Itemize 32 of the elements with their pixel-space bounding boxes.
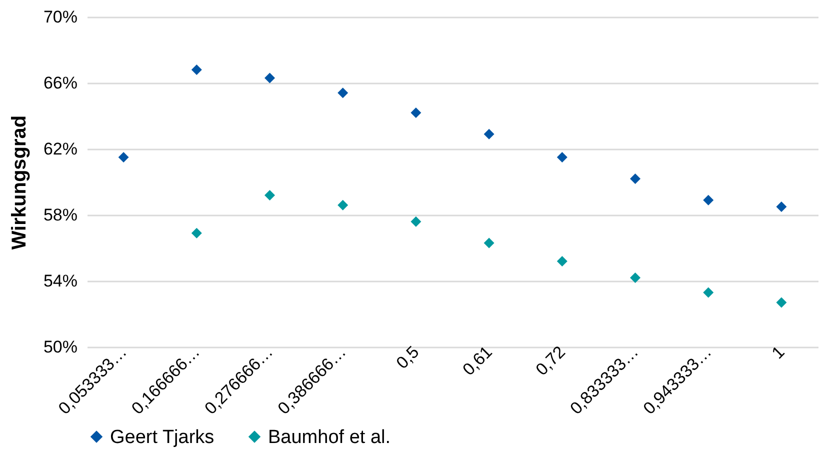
point xyxy=(264,72,275,84)
x-tick-label: 0,72 xyxy=(532,342,570,380)
point xyxy=(410,107,422,118)
y-tick-label: 54% xyxy=(43,272,78,290)
x-tick-label: 0,61 xyxy=(459,342,496,380)
point xyxy=(191,228,202,238)
point xyxy=(191,64,202,76)
point xyxy=(484,128,494,140)
point xyxy=(630,272,640,283)
y-tick-label: 66% xyxy=(43,74,78,92)
point xyxy=(776,297,787,308)
y-tick-label: 58% xyxy=(43,206,78,224)
point xyxy=(410,216,422,227)
legend-label: Geert Tjarks xyxy=(110,426,214,448)
point xyxy=(703,194,714,206)
point xyxy=(484,238,494,248)
point xyxy=(556,256,568,266)
point xyxy=(776,202,787,212)
point xyxy=(338,200,348,210)
point xyxy=(703,287,714,298)
y-tick-label: 70% xyxy=(43,8,78,26)
x-tick-label: 0,5 xyxy=(392,342,423,373)
point xyxy=(264,190,275,200)
point xyxy=(118,152,129,162)
x-tick-label: 1 xyxy=(768,342,788,363)
y-tick-label: 50% xyxy=(43,338,78,356)
point xyxy=(556,152,568,162)
y-axis-title: Wirkungsgrad xyxy=(8,115,30,250)
y-tick-label: 62% xyxy=(43,140,78,158)
legend-label: Baumhof et al. xyxy=(268,426,391,448)
point xyxy=(630,173,640,184)
point xyxy=(338,88,348,98)
